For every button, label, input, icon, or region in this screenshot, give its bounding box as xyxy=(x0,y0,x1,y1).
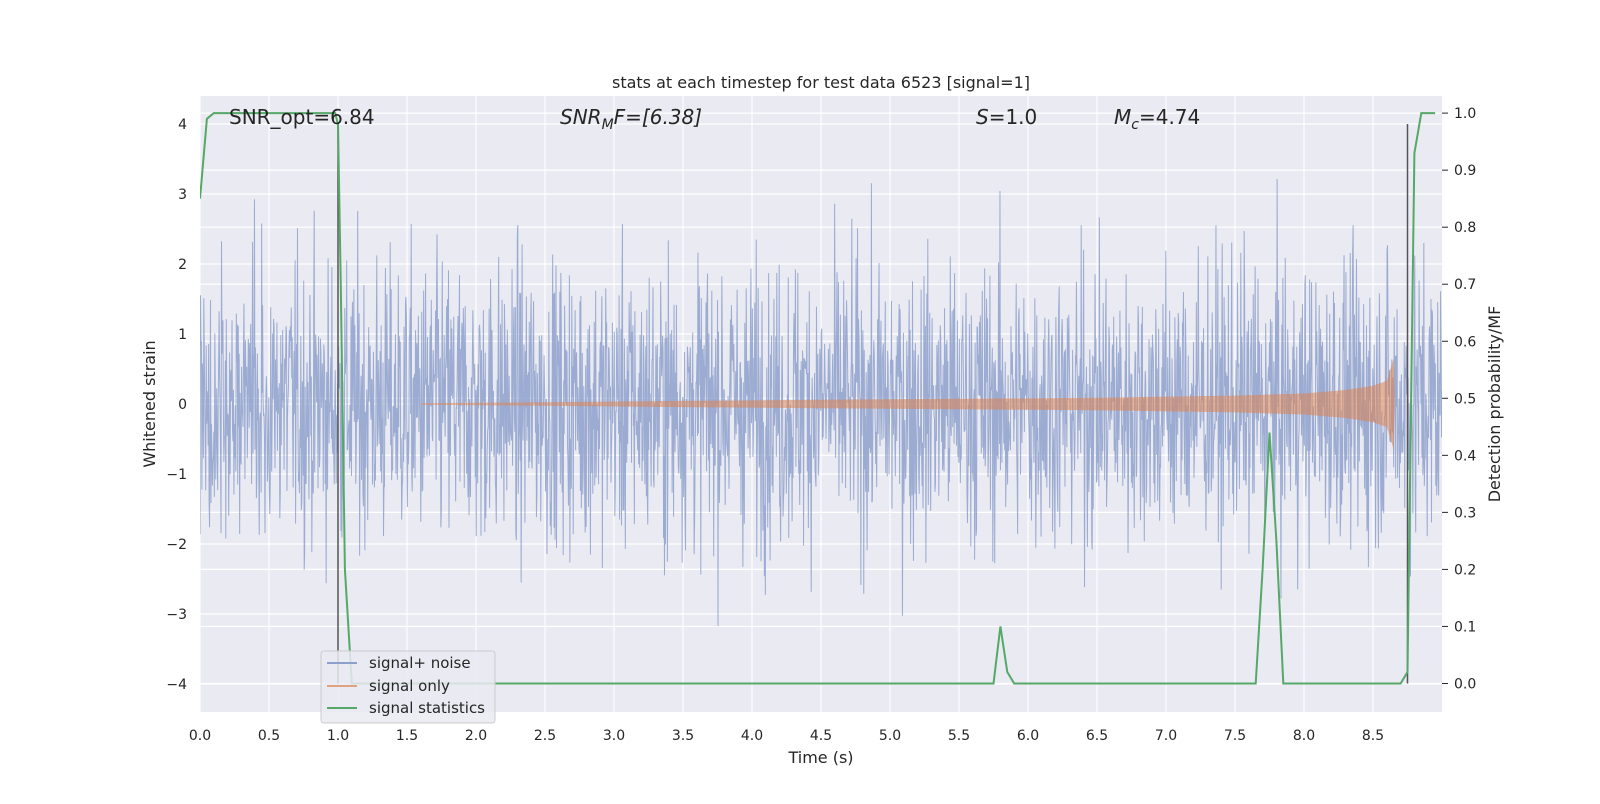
series-layer xyxy=(200,112,1442,685)
y-tick-label-right: 1.0 xyxy=(1454,106,1476,122)
x-tick-label: 8.5 xyxy=(1362,728,1384,744)
x-axis-label: Time (s) xyxy=(787,748,853,767)
x-tick-label: 7.5 xyxy=(1224,728,1246,744)
y-tick-label-right: 0.5 xyxy=(1454,391,1476,407)
x-tick-label: 0.0 xyxy=(189,728,211,744)
y-tick-label-right: 0.8 xyxy=(1454,220,1476,236)
y-tick-label-left: −2 xyxy=(166,537,187,553)
x-tick-label: 6.0 xyxy=(1017,728,1039,744)
y-tick-label-left: 3 xyxy=(178,187,187,203)
y-tick-label-right: 0.0 xyxy=(1454,676,1476,692)
y-tick-label-left: 2 xyxy=(178,257,187,273)
x-tick-label: 4.5 xyxy=(810,728,832,744)
x-tick-label: 2.5 xyxy=(534,728,556,744)
annotation-snr-opt: SNR_opt=6.84 xyxy=(229,105,375,129)
x-tick-label: 8.0 xyxy=(1293,728,1315,744)
y-tick-label-right: 0.3 xyxy=(1454,505,1476,521)
series-signal-noise xyxy=(200,178,1442,626)
y-tick-label-left: −4 xyxy=(166,677,187,693)
annotation-s-value: =1.0 xyxy=(989,105,1038,129)
annotation-snr-mf-sub: M xyxy=(602,117,614,133)
legend-label-signal-noise: signal+ noise xyxy=(369,654,471,672)
y-axis-label-right: Detection probability/MF xyxy=(1485,306,1504,503)
ticks: 0.0 0.5 1.0 1.5 2.0 2.5 3.0 3.5 4.0 4.5 5.0 5.5 6.0 6… xyxy=(166,106,1476,744)
x-tick-label: 5.0 xyxy=(879,728,901,744)
x-tick-label: 0.5 xyxy=(258,728,280,744)
annotation-mc: Mc=4.74 xyxy=(1114,105,1200,133)
y-tick-label-right: 0.6 xyxy=(1454,334,1476,350)
y-tick-label-left: 0 xyxy=(178,397,187,413)
legend-box xyxy=(320,650,496,724)
annotation-mc-base: M xyxy=(1114,105,1131,129)
x-tick-label: 2.0 xyxy=(465,728,487,744)
y-axis-label-left: Whitened strain xyxy=(140,340,159,467)
annotation-snr-mf-base: SNR xyxy=(560,105,602,129)
y-tick-label-left: −3 xyxy=(166,607,187,623)
annotation-snr-mf: SNRMF=[6.38] xyxy=(560,105,702,133)
y-tick-label-left: 4 xyxy=(178,117,187,133)
legend: signal+ noise signal only signal statist… xyxy=(320,650,496,724)
x-tick-label: 1.5 xyxy=(396,728,418,744)
x-tick-label: 3.0 xyxy=(603,728,625,744)
series-signal-only xyxy=(420,358,1396,450)
annotation-mc-sub: c xyxy=(1131,117,1139,133)
annotation-mc-value: =4.74 xyxy=(1139,105,1200,129)
y-tick-label-right: 0.9 xyxy=(1454,163,1476,179)
annotation-s-label: S xyxy=(976,105,989,129)
x-tick-label: 5.5 xyxy=(948,728,970,744)
y-tick-label-right: 0.7 xyxy=(1454,277,1476,293)
x-tick-label: 3.5 xyxy=(672,728,694,744)
annotation-snr-mf-rest: F=[6.38] xyxy=(614,105,702,129)
x-tick-label: 4.0 xyxy=(741,728,763,744)
y-tick-label-right: 0.4 xyxy=(1454,448,1476,464)
x-tick-label: 7.0 xyxy=(1155,728,1177,744)
x-tick-label: 1.0 xyxy=(327,728,349,744)
legend-label-signal-only: signal only xyxy=(369,677,450,695)
annotation-s: S=1.0 xyxy=(976,105,1037,129)
legend-label-signal-statistics: signal statistics xyxy=(369,699,485,717)
x-tick-label: 6.5 xyxy=(1086,728,1108,744)
y-tick-label-left: 1 xyxy=(178,327,187,343)
chart-title: stats at each timestep for test data 652… xyxy=(612,73,1030,92)
y-tick-label-right: 0.1 xyxy=(1454,619,1476,635)
y-tick-label-left: −1 xyxy=(166,467,187,483)
series-signal-statistics xyxy=(200,112,1436,685)
y-tick-label-right: 0.2 xyxy=(1454,562,1476,578)
